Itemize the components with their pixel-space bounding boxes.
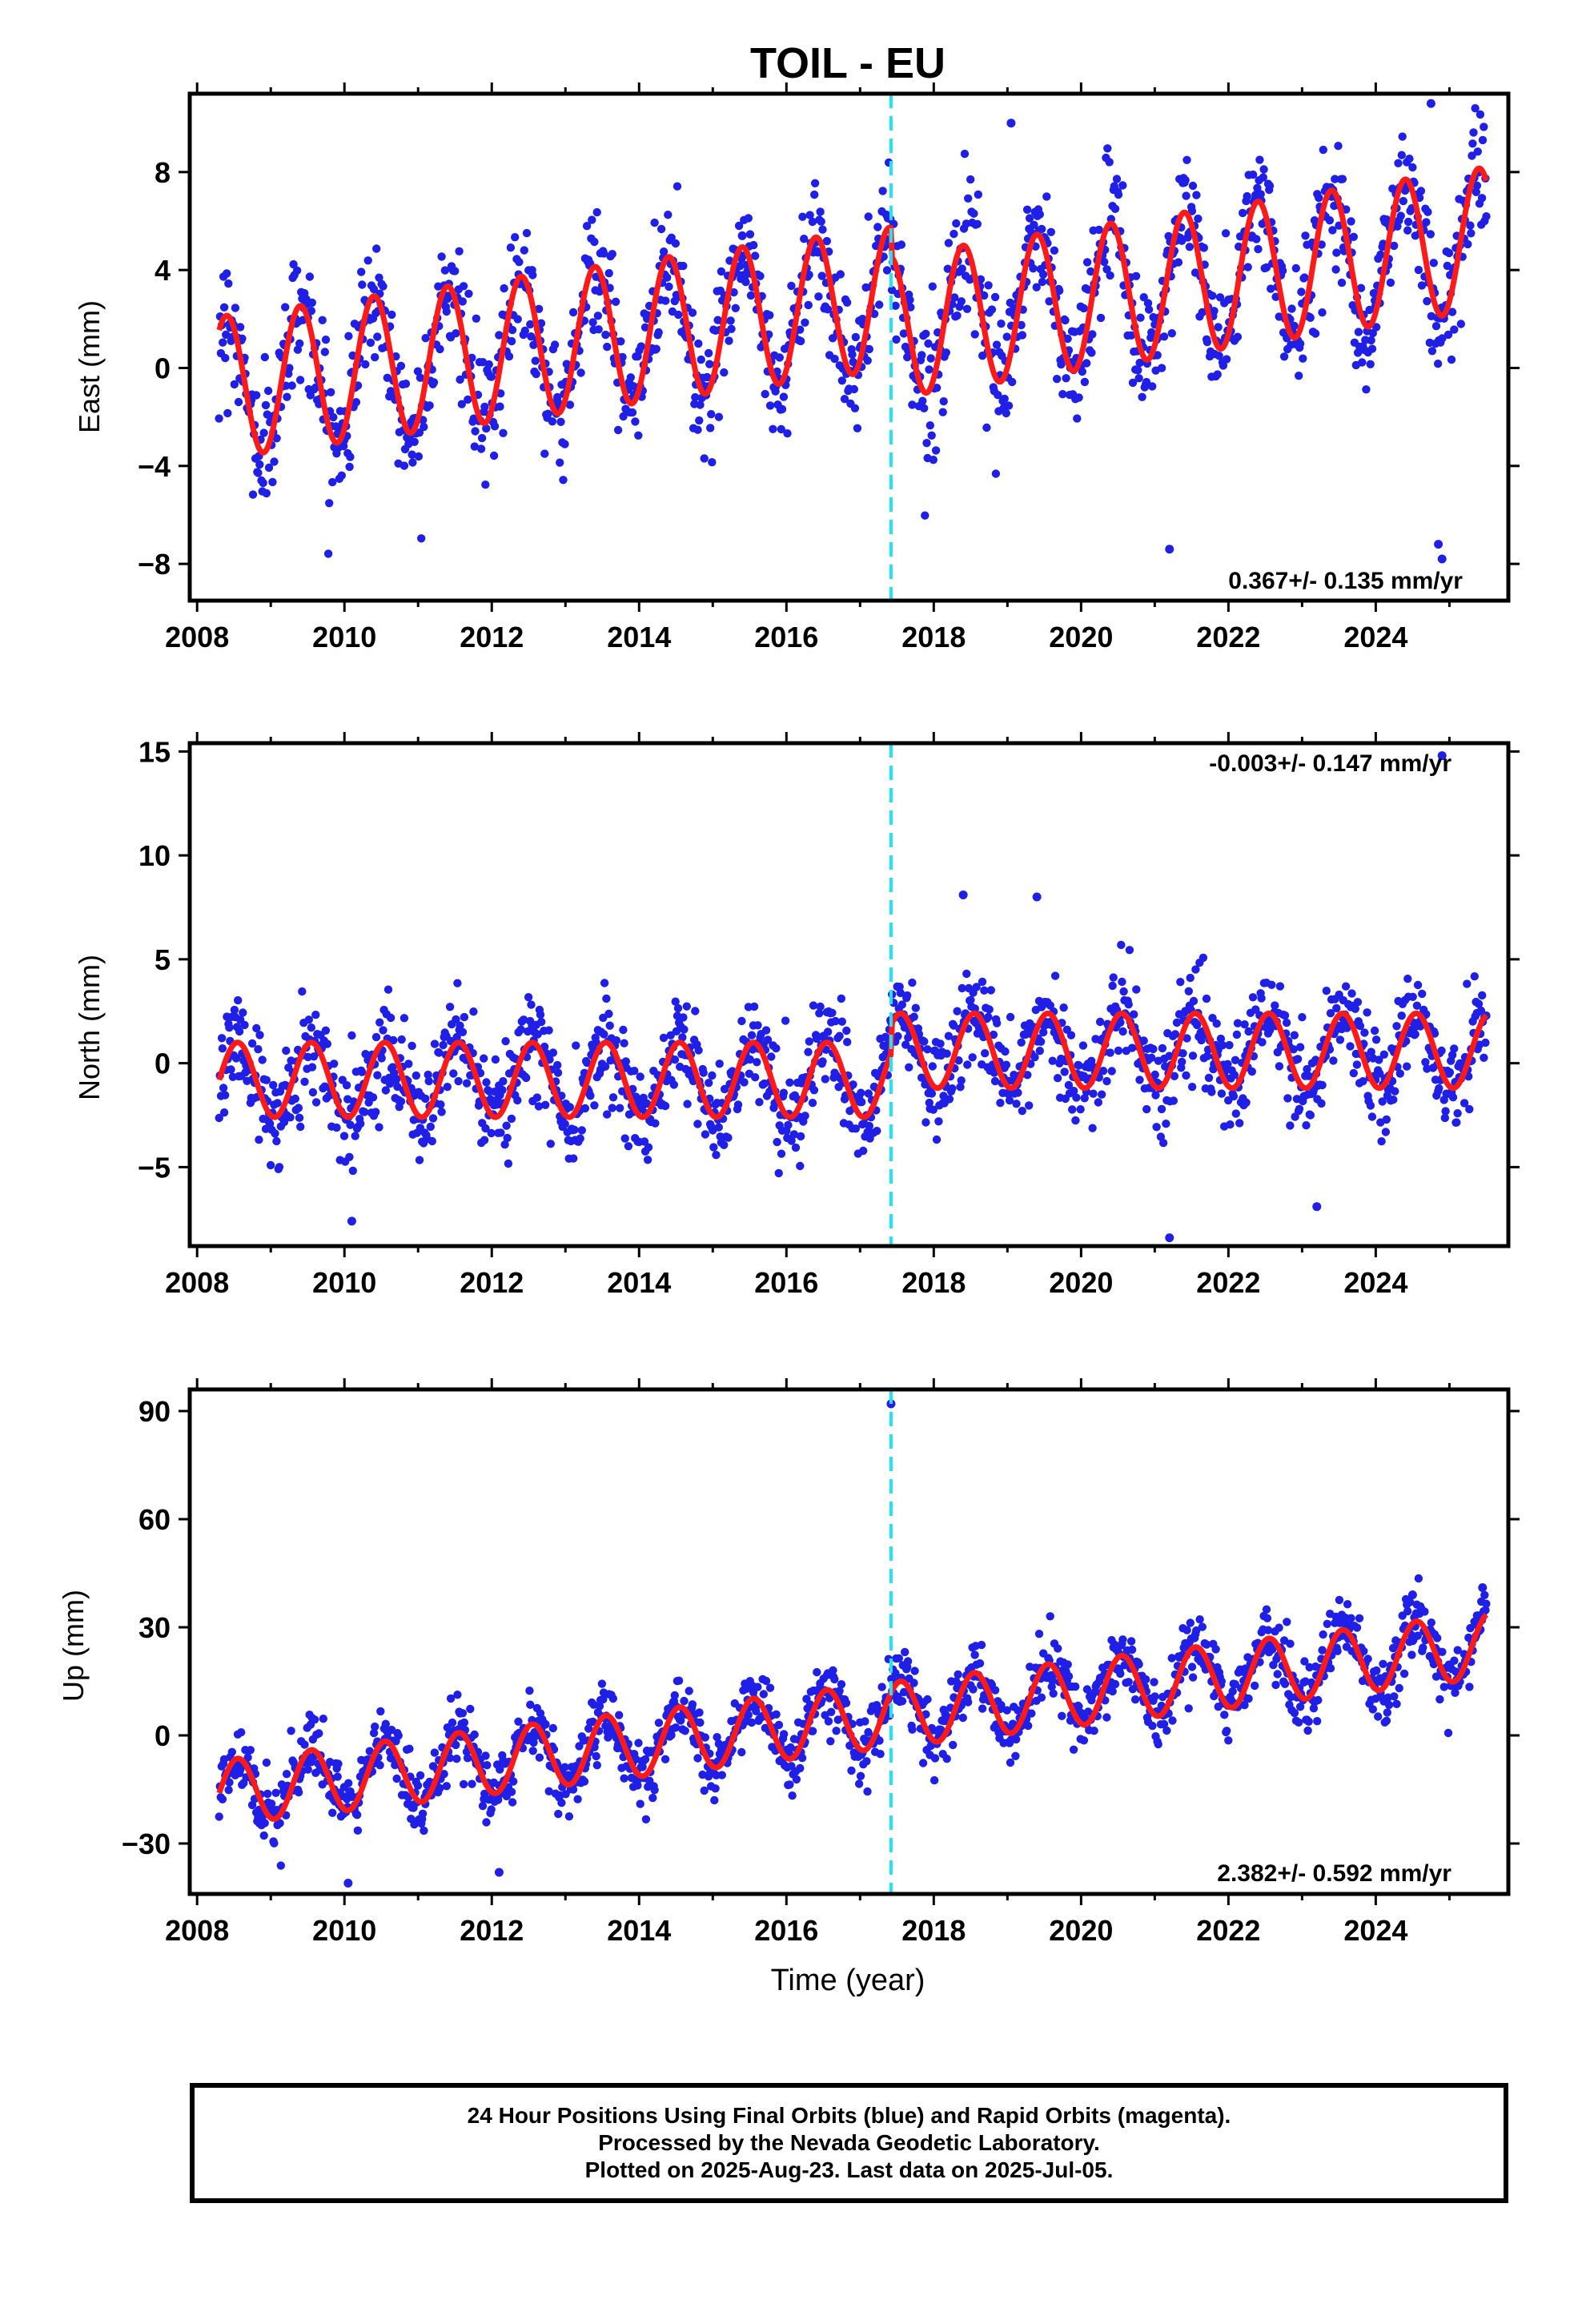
north-rate-label: -0.003+/- 0.147 mm/yr (1209, 750, 1452, 777)
east-xtick-label: 2018 (901, 621, 966, 653)
north-outlier-point (1312, 1202, 1322, 1212)
up-outlier-point (1478, 1583, 1488, 1592)
north-ytick-label: 0 (155, 1047, 171, 1080)
east-xtick-label: 2014 (607, 621, 671, 653)
east-outlier-point (1165, 545, 1174, 554)
east-ytick-label: −8 (138, 548, 171, 581)
note-line-orbits: 24 Hour Positions Using Final Orbits (bl… (467, 2103, 1231, 2128)
up-xtick-label: 2010 (312, 1914, 376, 1947)
east-outlier-point (1437, 554, 1447, 564)
up-xtick-label: 2016 (754, 1914, 818, 1947)
north-xtick-label: 2024 (1343, 1266, 1407, 1299)
east-xtick-label: 2008 (165, 621, 229, 653)
north-model-curve (216, 1010, 1489, 1120)
north-ytick-label: 15 (139, 735, 171, 768)
east-xtick-label: 2024 (1343, 621, 1407, 653)
east-plot-area: 2008 2010 2012 2014 2016 2018 2020 2022 2024 −8 −4… (138, 82, 1520, 653)
up-ytick-label: −30 (122, 1827, 171, 1860)
east-outlier-point (1434, 540, 1443, 549)
east-ytick-label: 0 (155, 352, 171, 384)
north-xtick-label: 2010 (312, 1266, 376, 1299)
east-outlier-point (1426, 99, 1435, 108)
east-ytick-label: 4 (155, 254, 171, 287)
north-data-points (215, 751, 1491, 1243)
east-xtick-label: 2012 (460, 621, 524, 653)
up-model-curve (216, 1612, 1489, 1822)
panel-up: 2008 2010 2012 2014 2016 2018 2020 2022 2024 −30 0… (57, 1378, 1520, 1997)
up-frame (187, 1387, 1511, 1896)
up-xtick-label: 2012 (460, 1914, 524, 1947)
east-xtick-label: 2020 (1049, 621, 1113, 653)
up-rate-label: 2.382+/- 0.592 mm/yr (1217, 1860, 1452, 1887)
notes-box: 24 Hour Positions Using Final Orbits (bl… (190, 2083, 1508, 2203)
north-ytick-label: 10 (139, 839, 171, 872)
note-line-dates: Plotted on 2025-Aug-23. Last data on 202… (584, 2157, 1114, 2182)
east-ylabel: East (mm) (73, 300, 106, 433)
up-xtick-label: 2024 (1343, 1914, 1407, 1947)
north-ylabel: North (mm) (73, 955, 106, 1100)
up-ytick-label: 60 (139, 1503, 171, 1536)
up-plot-area: 2008 2010 2012 2014 2016 2018 2020 2022 2024 −30 0… (122, 1378, 1520, 1947)
east-xtick-label: 2010 (312, 621, 376, 653)
north-outlier-point (1032, 892, 1042, 902)
north-xtick-label: 2018 (901, 1266, 966, 1299)
north-xtick-label: 2016 (754, 1266, 818, 1299)
up-xtick-label: 2018 (901, 1914, 966, 1947)
up-outlier-point (1407, 1590, 1417, 1599)
east-outlier-point (737, 231, 747, 240)
east-frame (187, 91, 1511, 603)
north-xtick-label: 2012 (460, 1266, 524, 1299)
north-ytick-label: 5 (155, 943, 171, 976)
panel-north: 2008 2010 2012 2014 2016 2018 2020 2022 2024 −5 0 5… (73, 732, 1520, 1299)
up-ylabel: Up (mm) (57, 1590, 90, 1702)
north-xtick-label: 2008 (165, 1266, 229, 1299)
up-xtick-label: 2022 (1196, 1914, 1260, 1947)
note-line-processor: Processed by the Nevada Geodetic Laborat… (598, 2130, 1100, 2155)
north-outlier-point (1437, 751, 1447, 761)
panel-east: 2008 2010 2012 2014 2016 2018 2020 2022 2024 −8 −4… (73, 82, 1520, 653)
east-ytick-label: −4 (138, 450, 171, 483)
up-ytick-label: 0 (155, 1719, 171, 1752)
x-axis-label: Time (year) (771, 1964, 926, 1997)
up-ytick-label: 90 (139, 1395, 171, 1428)
north-xtick-label: 2014 (607, 1266, 671, 1299)
up-outlier-point (343, 1879, 353, 1888)
up-ytick-label: 30 (139, 1611, 171, 1644)
east-outlier-point (1006, 119, 1016, 128)
north-frame (187, 741, 1511, 1248)
east-model-curve (216, 165, 1489, 456)
chart-title: TOIL - EU (750, 39, 946, 87)
north-xtick-label: 2020 (1049, 1266, 1113, 1299)
east-xtick-label: 2022 (1196, 621, 1260, 653)
east-ytick-label: 8 (155, 156, 171, 189)
north-plot-area: 2008 2010 2012 2014 2016 2018 2020 2022 2024 −5 0 5… (138, 732, 1520, 1299)
north-ytick-label: −5 (138, 1151, 171, 1184)
up-outlier-point (494, 1868, 504, 1877)
up-xtick-label: 2008 (165, 1914, 229, 1947)
north-outlier-point (347, 1216, 356, 1226)
north-xtick-label: 2022 (1196, 1266, 1260, 1299)
east-rate-label: 0.367+/- 0.135 mm/yr (1228, 568, 1463, 594)
up-xtick-label: 2020 (1049, 1914, 1113, 1947)
east-xtick-label: 2016 (754, 621, 818, 653)
north-outlier-point (958, 890, 968, 899)
up-xtick-label: 2014 (607, 1914, 671, 1947)
up-data-points (215, 1399, 1491, 1888)
north-outlier-point (1165, 1233, 1174, 1243)
